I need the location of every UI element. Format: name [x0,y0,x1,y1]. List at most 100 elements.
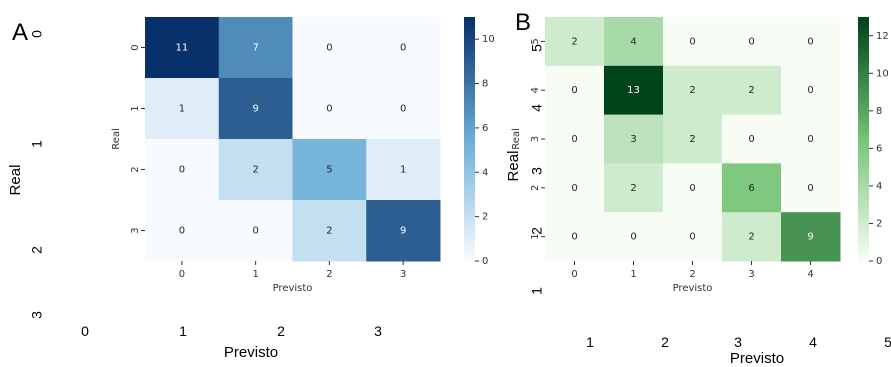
colorbar-tick-label: 0 [876,256,882,267]
colorbar-segment [858,151,869,156]
colorbar-segment [464,143,475,148]
colorbar-segment [464,86,475,91]
colorbar-segment [464,183,475,189]
colorbar-segment [858,122,869,128]
colorbar-segment [464,33,475,38]
x-tick-label: 3 [400,269,406,280]
cell-value-label: 0 [630,232,636,243]
colorbar-segment [858,208,869,213]
colorbar-segment [858,248,869,254]
x-tick-label: 2 [689,269,695,280]
colorbar-tick-label: 2 [876,218,882,229]
colorbar-segment [464,159,475,164]
cell-value-label: 0 [689,232,695,243]
colorbar-segment [464,73,475,79]
cell-value-label: 6 [748,183,754,194]
colorbar-segment [858,232,869,238]
colorbar-segment [464,134,475,140]
colorbar-segment [464,195,475,201]
x-axis-label: Previsto [673,283,713,294]
colorbar-segment [858,175,869,181]
y-tick-label: 3 [530,136,541,142]
colorbar-segment [464,147,475,152]
colorbar-tick-label: 0 [482,256,488,267]
colorbar-segment [858,37,869,42]
heatmap-cell [722,17,782,67]
colorbar-segment [858,130,869,136]
outer-y-tick-label: 3 [529,167,545,175]
colorbar-tick-label: 2 [482,212,488,223]
colorbar-segment [858,187,869,193]
heatmap-cell [366,17,441,79]
panel-label: A [12,19,28,46]
heatmap-cell [663,163,723,213]
heatmap-cell [781,65,841,116]
colorbar-segment [464,49,475,55]
colorbar-segment [464,204,475,209]
colorbar-segment [464,167,475,173]
colorbar-segment [858,106,869,112]
outer-x-axis-label: Previsto [224,344,278,361]
cell-value-label: 4 [630,36,636,47]
colorbar-segment [464,29,475,34]
heatmap-cell [545,163,605,213]
colorbar-segment [858,45,869,51]
colorbar-segment [858,118,869,124]
outer-x-tick-label: 2 [277,323,285,339]
colorbar: 0 2 4 6 8 10 12 [858,17,889,267]
cell-value-label: 7 [252,43,258,54]
cell-value-label: 0 [252,226,258,237]
heatmap-cell [545,17,605,67]
colorbar-segment [858,82,869,87]
heatmap-cell [722,163,782,213]
colorbar-segment [858,65,869,71]
colorbar-tick-label: 10 [482,34,495,45]
colorbar-tick-label: 4 [482,167,488,178]
colorbar-segment [464,179,475,185]
colorbar-segment [464,114,475,120]
colorbar-segment [464,37,475,42]
cell-value-label: 2 [748,232,754,243]
y-axis-label: Real [511,128,522,150]
colorbar-segment [858,53,869,59]
y-tick-label: 2 [530,185,541,191]
cell-value-label: 2 [571,36,577,47]
colorbar-segment [464,78,475,83]
heatmap-cell [663,114,723,164]
cell-value-label: 2 [326,226,332,237]
heatmap-cells: 2 4 0 0 0 0 13 2 2 0 0 3 2 0 0 0 2 0 6 0 0 0 0 2 9 [545,17,841,262]
colorbar-segment [464,232,475,238]
colorbar-segment [858,90,869,95]
heatmap-cell [604,65,664,116]
heatmap-cell [218,17,293,79]
colorbar-tick-label: 12 [876,31,889,42]
cell-value-label: 11 [176,43,189,54]
outer-y-tick-label: 1 [529,287,545,295]
heatmap-cell [722,65,782,116]
colorbar-segment [464,110,475,116]
colorbar-segment [464,248,475,254]
heatmap-cell [722,212,782,262]
outer-x-tick-label: 1 [179,323,187,339]
y-tick-label: 0 [130,44,141,50]
heatmap-cell [145,78,220,140]
heatmap-cell [366,200,441,262]
heatmap-cell [366,139,441,201]
colorbar-segment [858,98,869,103]
colorbar-segment [464,139,475,144]
colorbar-segment [464,244,475,250]
colorbar-segment [858,143,869,148]
colorbar-segment [858,256,869,262]
x-tick-label: 3 [748,269,754,280]
cell-value-label: 0 [326,104,332,115]
heatmap-cell [781,17,841,67]
colorbar-segment [464,45,475,51]
cell-value-label: 3 [630,134,636,145]
colorbar-segment [464,187,475,193]
colorbar-segment [464,61,475,67]
colorbar-segment [858,110,869,116]
colorbar-segment [858,224,869,230]
colorbar-segment [858,212,869,217]
outer-y-tick-label: 0 [29,30,45,38]
